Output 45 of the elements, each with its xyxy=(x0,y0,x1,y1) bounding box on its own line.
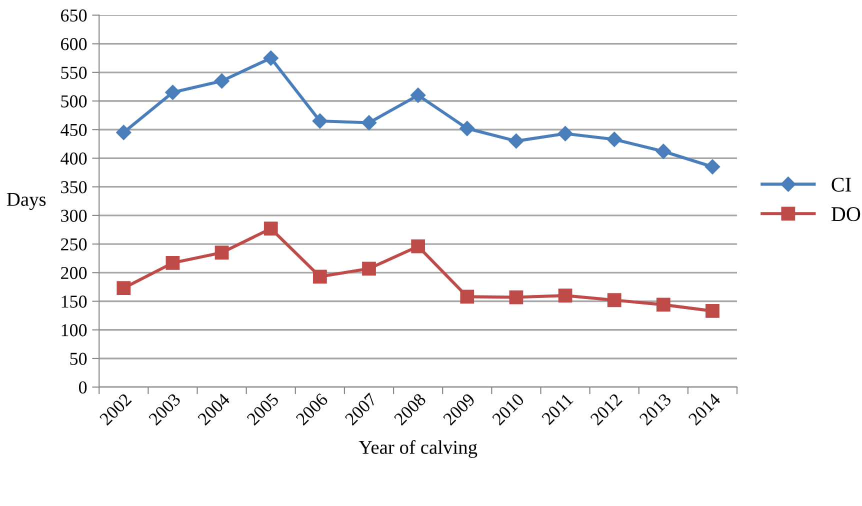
y-tick-label: 0 xyxy=(78,381,87,394)
point xyxy=(214,73,230,89)
point xyxy=(166,256,180,270)
point xyxy=(606,132,622,147)
point xyxy=(508,133,524,149)
point xyxy=(116,281,131,296)
y-tick-label: 50 xyxy=(70,352,87,365)
point xyxy=(312,113,328,129)
y-tick-label: 450 xyxy=(60,124,87,136)
y-tick-label: 400 xyxy=(60,152,87,165)
y-tick-label: 300 xyxy=(61,210,87,222)
y-tick-label: 250 xyxy=(61,238,87,250)
point xyxy=(264,222,278,236)
legend-label: DO xyxy=(831,207,860,222)
point xyxy=(558,288,572,302)
point xyxy=(411,239,426,254)
point xyxy=(460,120,475,136)
point xyxy=(312,270,327,284)
point xyxy=(410,88,426,103)
y-tick-label: 150 xyxy=(62,296,87,308)
point xyxy=(704,159,720,174)
y-tick-label: 650 xyxy=(61,9,87,22)
x-tick-label: 2011 xyxy=(541,392,574,426)
x-axis-title: Year of calving xyxy=(358,440,478,458)
y-tick-label: 500 xyxy=(61,95,87,108)
y-tick-label: 200 xyxy=(61,266,87,280)
point xyxy=(361,115,377,130)
y-tick-label: 350 xyxy=(61,181,87,194)
y-tick-label: 100 xyxy=(62,324,87,336)
point xyxy=(656,144,671,159)
point xyxy=(263,50,278,66)
point xyxy=(706,304,720,318)
point xyxy=(214,246,229,260)
point xyxy=(116,124,132,140)
y-tick-label: 550 xyxy=(61,66,87,79)
legend-label: CI xyxy=(832,178,851,192)
point xyxy=(460,290,474,304)
point xyxy=(558,126,573,142)
y-tick-label: 600 xyxy=(61,38,87,50)
y-axis-title: Days xyxy=(6,193,46,210)
point xyxy=(362,262,376,276)
point xyxy=(656,298,670,312)
point xyxy=(509,290,524,304)
point xyxy=(165,84,180,100)
point xyxy=(607,293,622,308)
